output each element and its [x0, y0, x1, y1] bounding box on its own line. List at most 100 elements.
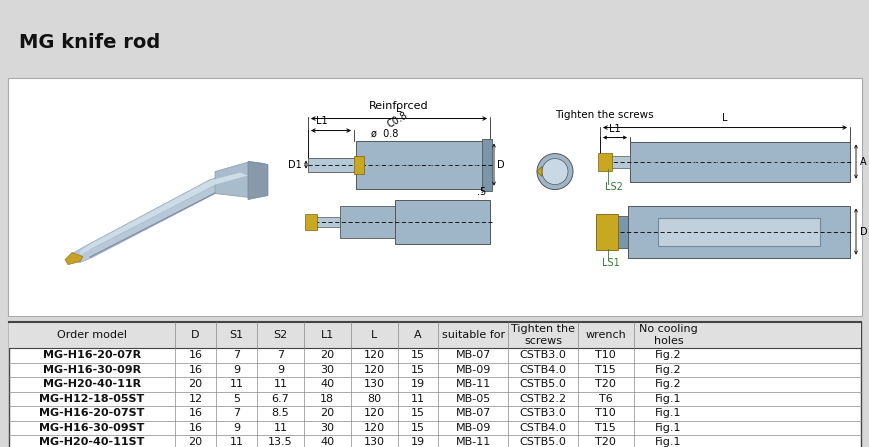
Text: 120: 120 [363, 423, 384, 433]
Text: L: L [721, 113, 726, 122]
Text: MG-H12-18-05ST: MG-H12-18-05ST [39, 394, 144, 404]
Text: 9: 9 [233, 365, 240, 375]
Text: T15: T15 [594, 423, 615, 433]
Text: 20: 20 [189, 437, 202, 447]
Text: D: D [191, 330, 200, 340]
Text: T20: T20 [594, 380, 615, 389]
Text: CSTB4.0: CSTB4.0 [519, 423, 566, 433]
Text: suitable for: suitable for [441, 330, 504, 340]
Text: 130: 130 [363, 380, 384, 389]
Text: L1: L1 [315, 115, 328, 126]
Bar [600, 215, 627, 248]
Text: ø  0.8: ø 0.8 [370, 129, 398, 139]
Text: Fig.2: Fig.2 [654, 380, 681, 389]
Text: 16: 16 [189, 408, 202, 418]
Bar [657, 218, 819, 245]
Text: .5: .5 [477, 186, 486, 197]
Text: MB-05: MB-05 [455, 394, 490, 404]
Text: C0.8: C0.8 [386, 110, 409, 130]
Text: 12: 12 [189, 394, 202, 404]
Text: 15: 15 [410, 408, 424, 418]
Text: T10: T10 [594, 350, 615, 360]
Text: 9: 9 [233, 423, 240, 433]
Text: 11: 11 [273, 380, 287, 389]
Text: A: A [859, 156, 866, 167]
Text: L: L [370, 330, 377, 340]
Text: CSTB3.0: CSTB3.0 [519, 408, 566, 418]
Text: Fig.2: Fig.2 [654, 350, 681, 360]
Text: 19: 19 [410, 437, 425, 447]
Text: 40: 40 [320, 437, 334, 447]
Text: 15: 15 [410, 350, 424, 360]
Bar [355, 140, 489, 189]
Text: Reinforced: Reinforced [368, 101, 428, 110]
Text: CSTB5.0: CSTB5.0 [519, 380, 566, 389]
Text: A: A [414, 330, 421, 340]
Bar [597, 152, 611, 171]
Bar [9, 322, 860, 348]
Text: T6: T6 [598, 394, 612, 404]
Text: CSTB4.0: CSTB4.0 [519, 365, 566, 375]
Circle shape [536, 154, 573, 190]
Text: 16: 16 [189, 423, 202, 433]
Text: D: D [496, 160, 504, 169]
Text: MB-11: MB-11 [455, 437, 490, 447]
Text: 120: 120 [363, 365, 384, 375]
Text: 20: 20 [320, 350, 334, 360]
Text: 15: 15 [410, 365, 424, 375]
Text: MG-H16-20-07R: MG-H16-20-07R [43, 350, 141, 360]
Text: 80: 80 [367, 394, 381, 404]
Text: S1: S1 [229, 330, 243, 340]
Text: No cooling
holes: No cooling holes [639, 325, 697, 346]
Text: T15: T15 [594, 365, 615, 375]
Bar [305, 214, 316, 230]
Text: 9: 9 [276, 365, 283, 375]
Text: L1: L1 [608, 123, 620, 134]
Text: MB-09: MB-09 [455, 423, 490, 433]
Text: MG-H20-40-11R: MG-H20-40-11R [43, 380, 141, 389]
Text: 130: 130 [363, 437, 384, 447]
Bar [629, 142, 849, 181]
Text: L: L [395, 104, 401, 114]
Text: Fig.1: Fig.1 [654, 408, 681, 418]
Text: 120: 120 [363, 350, 384, 360]
Text: 11: 11 [410, 394, 424, 404]
Text: MB-07: MB-07 [455, 408, 490, 418]
Bar [340, 206, 395, 237]
Text: LS1: LS1 [601, 257, 619, 268]
Text: 15: 15 [410, 423, 424, 433]
Text: 7: 7 [276, 350, 283, 360]
Text: 19: 19 [410, 380, 425, 389]
Bar [595, 214, 617, 249]
Text: MB-11: MB-11 [455, 380, 490, 389]
Text: 7: 7 [233, 350, 240, 360]
Text: L1: L1 [321, 330, 334, 340]
Circle shape [541, 159, 567, 185]
Text: 7: 7 [233, 408, 240, 418]
Text: 13.5: 13.5 [268, 437, 292, 447]
Text: MG knife rod: MG knife rod [19, 33, 160, 52]
Bar [481, 139, 492, 190]
Bar [600, 156, 629, 168]
Text: 20: 20 [320, 408, 334, 418]
Text: 18: 18 [320, 394, 334, 404]
Text: Fig.1: Fig.1 [654, 423, 681, 433]
Text: S2: S2 [273, 330, 287, 340]
Text: Order model: Order model [57, 330, 127, 340]
Bar [354, 156, 363, 173]
Text: 40: 40 [320, 380, 334, 389]
Text: 16: 16 [189, 350, 202, 360]
Text: Tighten the screws: Tighten the screws [554, 110, 653, 119]
Polygon shape [215, 161, 265, 198]
Bar [308, 216, 340, 227]
Text: MG-H16-30-09R: MG-H16-30-09R [43, 365, 141, 375]
Text: MB-09: MB-09 [455, 365, 490, 375]
Text: Fig.2: Fig.2 [654, 365, 681, 375]
Text: 16: 16 [189, 365, 202, 375]
Text: Tighten the
screws: Tighten the screws [511, 325, 574, 346]
Polygon shape [248, 161, 268, 199]
Bar [308, 157, 355, 172]
Text: D1: D1 [288, 160, 302, 169]
Polygon shape [80, 173, 248, 255]
Text: 5: 5 [233, 394, 240, 404]
